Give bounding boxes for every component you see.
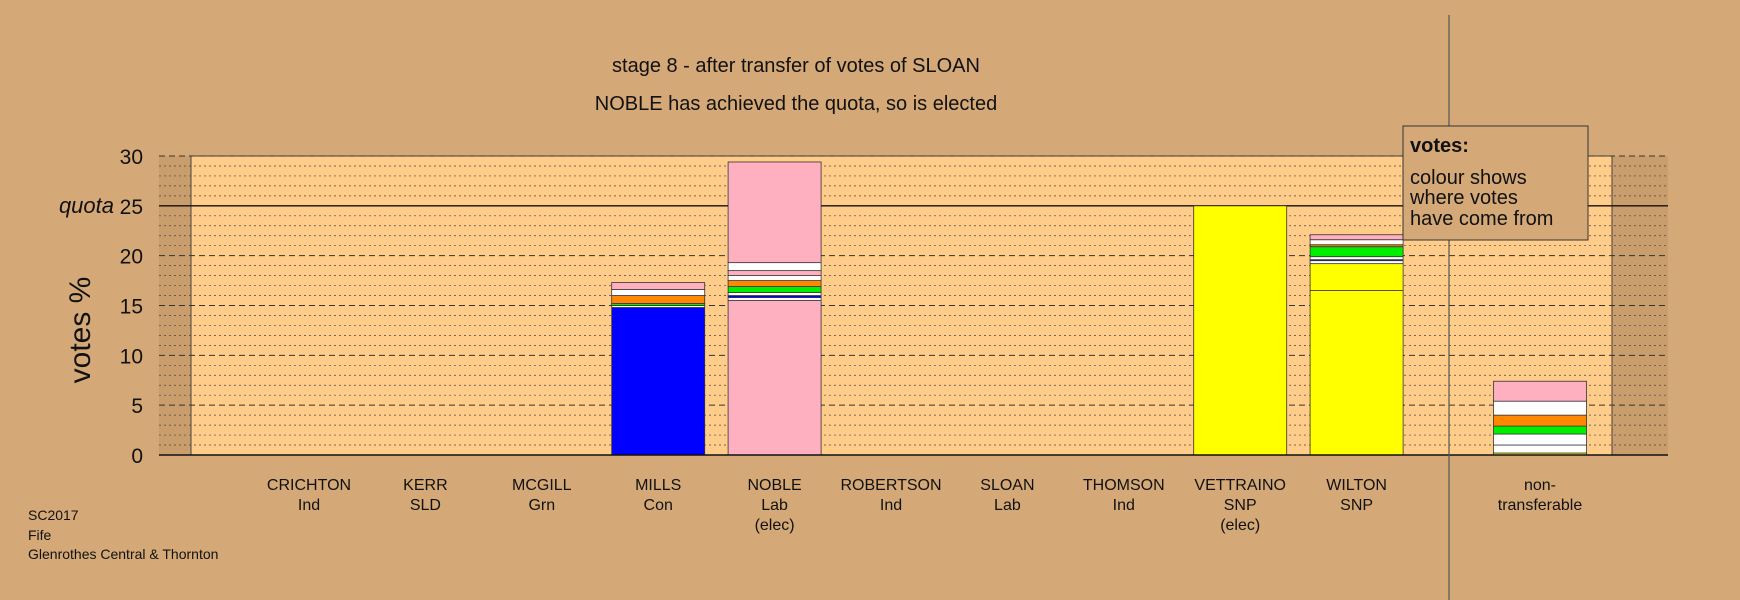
candidate-status: (elec) — [1220, 517, 1260, 534]
legend-line-1: colour shows — [1410, 167, 1527, 189]
candidate-name: SLOAN — [980, 477, 1034, 494]
bar-segment — [1309, 256, 1404, 261]
bar-segment — [1193, 205, 1288, 456]
candidate-name: ROBERTSON — [840, 477, 941, 494]
candidate-name: CRICHTON — [267, 477, 351, 494]
quota-label: quota — [59, 193, 114, 218]
bar-segment — [1309, 260, 1404, 265]
candidate-name: NOBLE — [747, 477, 801, 494]
candidate-name: KERR — [403, 477, 447, 494]
bar-segment — [1493, 400, 1587, 416]
legend-heading: votes: — [1410, 135, 1469, 157]
y-tick-label: 5 — [131, 395, 143, 418]
nontransferable-label: non- — [1524, 477, 1556, 494]
bar-segment — [611, 295, 706, 304]
y-tick-label: 25 — [120, 196, 143, 219]
bar-segment — [727, 280, 822, 287]
y-tick-label: 20 — [120, 246, 143, 269]
y-tick-label: 30 — [120, 146, 143, 169]
bar-segment — [727, 286, 822, 293]
bar-nontransferable — [1493, 380, 1587, 456]
bar-segment — [1309, 234, 1404, 241]
bar-segment — [611, 282, 706, 290]
legend: votes: colour shows where votes have com… — [1402, 125, 1589, 241]
candidate-party: SNP — [1224, 497, 1257, 514]
y-tick-label: 0 — [131, 445, 143, 468]
bar-segment — [1493, 414, 1587, 427]
election-label: SC2017 — [28, 507, 79, 523]
bar-segment — [727, 270, 822, 277]
bar-wilton — [1309, 234, 1404, 456]
bar-vettraino — [1193, 205, 1288, 456]
candidate-name: THOMSON — [1083, 477, 1165, 494]
ward-label: Glenrothes Central & Thornton — [28, 546, 218, 562]
bar-noble — [727, 161, 822, 456]
bar-segment — [1309, 246, 1404, 258]
y-axis-label: votes % — [64, 277, 97, 384]
candidate-name: MCGILL — [512, 477, 572, 494]
candidate-party: Grn — [528, 497, 555, 514]
bar-segment — [727, 275, 822, 281]
candidate-name: VETTRAINO — [1194, 477, 1286, 494]
bar-mills — [611, 282, 706, 456]
candidate-party: SLD — [410, 497, 441, 514]
bar-segment — [727, 292, 822, 296]
bar-segment — [611, 289, 706, 296]
y-tick-label: 15 — [120, 296, 143, 319]
chart-subtitle: NOBLE has achieved the quota, so is elec… — [595, 93, 997, 115]
candidate-party: Lab — [994, 497, 1021, 514]
bar-segment — [1493, 433, 1587, 446]
legend-box — [1402, 125, 1589, 241]
bar-segment — [1309, 239, 1404, 246]
bar-segment — [727, 262, 822, 272]
bar-segment — [727, 297, 822, 301]
nontransferable-label: transferable — [1498, 497, 1583, 514]
bar-segment — [1493, 444, 1587, 454]
candidate-party: Ind — [880, 497, 902, 514]
council-label: Fife — [28, 527, 52, 543]
bar-segment — [727, 161, 822, 264]
bar-segment — [727, 300, 822, 456]
bar-segment — [611, 307, 706, 456]
candidate-party: SNP — [1340, 497, 1373, 514]
candidate-party: Con — [644, 497, 673, 514]
bar-segment — [1309, 290, 1404, 456]
chart-title: stage 8 - after transfer of votes of SLO… — [612, 55, 980, 77]
bar-segment — [1309, 263, 1404, 291]
candidate-party: Ind — [1113, 497, 1135, 514]
bar-segment — [1493, 380, 1587, 402]
legend-line-2: where votes — [1409, 187, 1518, 209]
candidate-party: Ind — [298, 497, 320, 514]
candidate-name: MILLS — [635, 477, 681, 494]
y-tick-label: 10 — [120, 345, 143, 368]
legend-line-3: have come from — [1410, 208, 1553, 230]
candidate-status: (elec) — [755, 517, 795, 534]
bar-segment — [1493, 425, 1587, 435]
candidate-party: Lab — [761, 497, 788, 514]
candidate-name: WILTON — [1326, 477, 1387, 494]
